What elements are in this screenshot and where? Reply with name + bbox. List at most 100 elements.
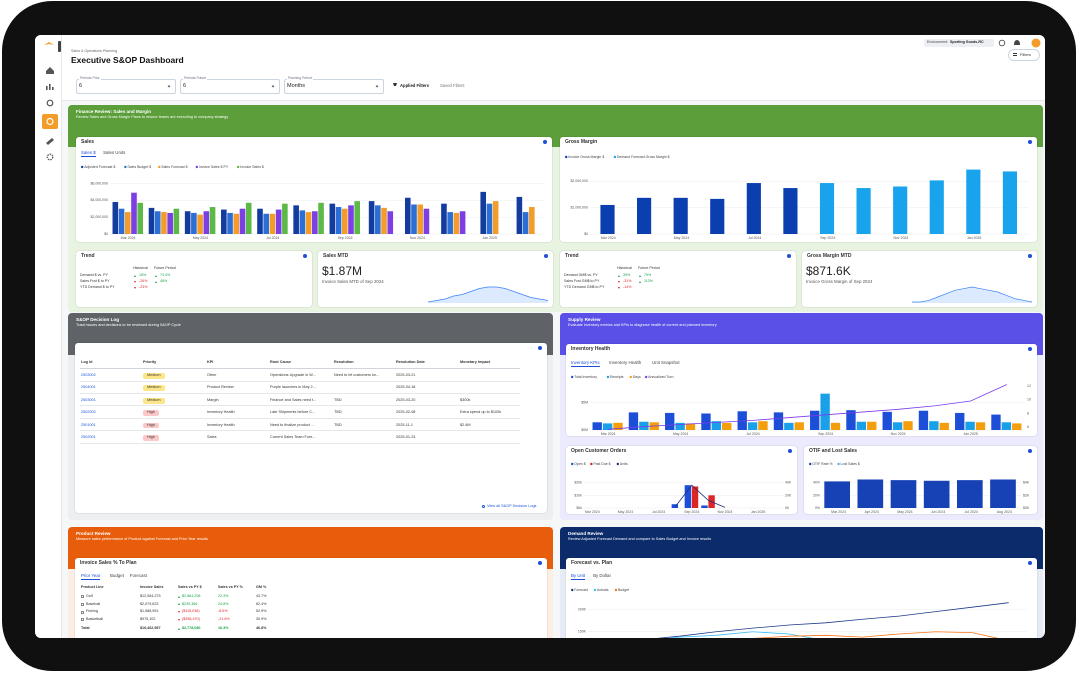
legend-label: Receipts [610,375,624,379]
tab[interactable]: By Unit [571,573,586,581]
bar [348,205,354,234]
card: Log Id Priority KPI Root Cause Resolution Res… [75,343,547,513]
filters-button[interactable] [1008,49,1040,61]
info-icon[interactable] [1028,140,1032,144]
filter-select[interactable] [76,79,176,94]
legend-swatch [613,155,617,159]
info-icon[interactable] [1028,254,1032,258]
chart: Invoice Gross Margin $ Demand Forecast Gr… [565,155,1029,240]
y-tick-label: $6,000,000 [90,181,108,185]
bar [154,211,161,234]
info-icon[interactable] [1028,347,1032,351]
x-tick-label: May 2024 [674,236,689,240]
legend-label: Lost Sales $ [841,462,860,466]
log-id-link[interactable]: 2502002 [81,410,96,415]
trend-label: Demand $ vs. PY [80,273,108,277]
log-id-link[interactable]: 2503002 [81,373,96,377]
view-all-link[interactable]: View all S&OP Decision Logs [487,504,537,508]
avatar[interactable] [1031,38,1041,48]
expand-toggle[interactable] [81,618,84,622]
home-icon[interactable] [46,67,54,74]
card: Gross Margin MTD $871.6K Invoice Gross Mar… [802,251,1037,307]
page-title: Executive S&OP Dashboard [71,55,184,65]
info-icon[interactable] [538,346,542,350]
bar [701,505,708,508]
section-title: Product Review [76,531,111,536]
x-tick-label: Jul 2024 [965,510,978,514]
trend-value: 113% [644,279,653,283]
bar [148,207,155,234]
tools-icon[interactable] [46,138,54,145]
bar [955,412,965,430]
filters-button-label[interactable]: Filters [1020,52,1031,57]
legend-label: Sales Budget $ [127,165,151,169]
bell-icon[interactable] [1014,40,1020,45]
tab[interactable]: Unit Snapshot [652,360,680,365]
filter-select[interactable] [180,79,280,94]
x-tick-label: Jan 2025 [483,236,497,240]
collapse-handle[interactable] [58,41,61,52]
tab[interactable]: Sales $ [81,150,96,158]
info-icon[interactable] [788,449,792,453]
chart: ForecastActualsBudget100K150K200K [571,588,1027,638]
tab[interactable]: Prior Year [81,573,101,581]
bar [447,212,453,234]
card: Inventory Health Inventory KPIs Inventory … [566,344,1037,436]
info-icon[interactable] [538,561,542,565]
bar [293,205,299,234]
log-id-link[interactable]: 2503001 [81,397,96,402]
y-tick-label: $2,000,000 [90,215,108,219]
tab[interactable]: Inventory Health [609,360,642,365]
info-icon[interactable] [1028,449,1032,453]
expand-toggle[interactable] [81,603,84,606]
tab[interactable]: By Dollar [593,573,611,578]
bar [368,201,375,234]
section-subtitle: Review Adjusted Forecast Demand and comp… [568,537,712,541]
expand-toggle[interactable] [81,595,84,599]
bar [329,203,336,234]
bar [758,421,768,430]
y2-tick-label: 10 [1027,398,1031,402]
filter-select[interactable] [284,79,384,94]
info-icon[interactable] [787,254,791,258]
tab[interactable]: Budget [110,573,124,578]
card-title: Inventory Health [571,346,611,352]
info-icon[interactable] [303,254,307,258]
log-id-link[interactable]: 2504001 [81,385,96,390]
table-cell: 22.3% [218,594,229,598]
log-id-link[interactable]: 2502001 [81,435,96,439]
network-icon[interactable] [46,99,54,107]
chart-icon[interactable] [46,84,54,90]
bar [856,421,867,430]
settings-icon[interactable] [46,153,54,161]
tab[interactable]: Forecast [129,573,147,578]
table-cell: TBD [334,410,342,415]
total-cell: 16.3% [218,626,229,631]
tab[interactable]: Inventory KPIs [571,360,600,368]
tab[interactable]: Sales Units [103,150,126,155]
legend-swatch [837,462,840,466]
card-title: OTIF and Lost Sales [809,448,858,454]
bar [335,207,342,234]
help-icon[interactable] [998,39,1006,47]
table-cell: $975,102 [140,617,156,622]
legend-swatch [629,375,632,379]
x-tick-label: Jul 2024 [266,236,279,240]
info-icon[interactable] [543,140,547,144]
bar [747,422,758,430]
applied-filters[interactable]: Applied Filters [400,83,430,88]
trend-label: Sales Fcst $ to PY [80,279,110,283]
card-title: Forecast vs. Plan [571,560,613,566]
section-title: S&OP Decision Log [76,317,120,322]
sparkline-area [428,287,548,303]
info-icon[interactable] [1028,561,1032,565]
active-nav[interactable] [42,114,58,129]
info-icon[interactable] [544,254,548,258]
legend-swatch [590,462,593,466]
bar [939,422,949,430]
log-id-link[interactable]: 2501001 [81,422,96,427]
bar [423,208,430,234]
bar [299,210,306,234]
saved-filters[interactable]: Saved Filters [440,83,465,88]
expand-toggle[interactable] [81,610,84,614]
